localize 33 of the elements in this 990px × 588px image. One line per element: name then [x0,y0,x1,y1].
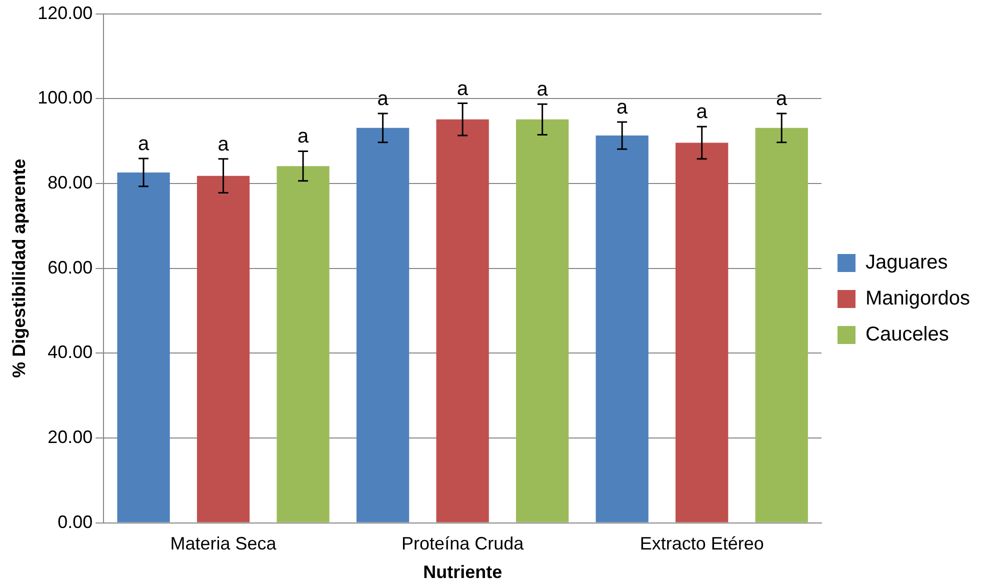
data-label: a [696,101,708,124]
bar [276,166,330,522]
data-label: a [218,133,230,156]
legend-label: Cauceles [866,324,949,346]
data-label: a [536,78,549,101]
y-tick-label: 120.00 [38,2,93,23]
bar [356,128,410,522]
x-axis-title: Nutriente [423,562,502,582]
data-label: a [457,78,470,100]
y-tick-label: 80.00 [48,172,93,192]
bar [436,119,489,522]
y-tick-label: 20.00 [48,426,93,447]
x-tick-label: Materia Seca [170,534,278,554]
bar [676,142,728,522]
x-tick-label: Extracto Etéreo [640,534,764,554]
y-tick-label: 100.00 [38,88,93,108]
bar [755,128,808,522]
data-label: a [297,126,310,148]
y-axis-title: % Digestibilidad aparente [8,158,29,378]
y-tick-label: 60.00 [48,257,93,278]
data-label: a [138,132,150,155]
legend-label: Jaguares [866,252,948,274]
bar [516,119,569,522]
bar [117,172,170,522]
bar [596,136,648,522]
y-tick-label: 0.00 [58,512,93,532]
data-label: a [616,96,629,118]
bar [196,176,250,522]
data-label: a [776,88,788,110]
legend-label: Manigordos [866,288,970,310]
data-label: a [377,88,390,110]
x-tick-label: Proteína Cruda [402,534,525,554]
y-tick-label: 40.00 [48,342,93,362]
